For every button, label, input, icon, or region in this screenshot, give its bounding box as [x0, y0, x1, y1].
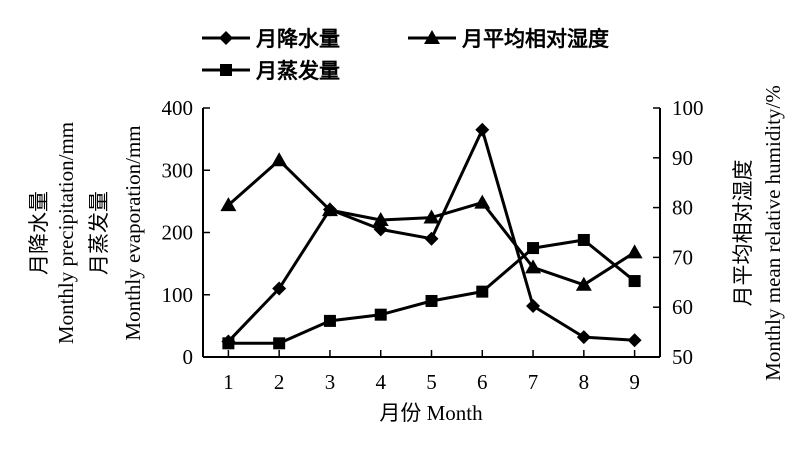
triangle-point	[271, 152, 288, 167]
right-axis-title-line-1: 月平均相对湿度	[731, 160, 755, 307]
square-point	[222, 337, 235, 350]
left-axis-ticks: 0 100 200 300 400	[162, 96, 210, 369]
right-axis-ticks: 50 60 70 80 90 100	[653, 96, 704, 369]
square-point	[425, 294, 438, 307]
triangle-point	[321, 202, 338, 217]
square-point	[527, 242, 540, 255]
legend-label-precipitation: 月降水量	[255, 27, 340, 51]
left-tick-label: 400	[162, 96, 194, 120]
x-tick-label: 5	[426, 370, 437, 394]
legend-label-humidity: 月平均相对湿度	[461, 27, 609, 51]
diamond-point	[424, 231, 439, 246]
triangle-point	[474, 194, 491, 209]
legend-square-marker	[220, 64, 232, 76]
triangle-point	[575, 276, 592, 291]
left-axis-title-line-1: 月降水量	[27, 191, 51, 275]
square-point	[374, 308, 387, 321]
square-point	[323, 314, 336, 327]
x-tick-label: 1	[223, 370, 234, 394]
left-axis-title-line-3: 月蒸发量	[87, 191, 111, 275]
left-tick-label: 100	[162, 283, 194, 307]
x-tick-label: 9	[629, 370, 640, 394]
triangle-point	[525, 259, 542, 274]
legend: 月降水量 月平均相对湿度 月蒸发量	[202, 27, 609, 83]
x-tick-label: 8	[579, 370, 590, 394]
right-axis-title: 月平均相对湿度 Monthly mean relative humidity/%	[731, 85, 785, 381]
triangle-point	[626, 244, 643, 259]
x-axis-ticks: 1 2 3 4 5 6 7 8 9	[223, 350, 640, 394]
square-point	[273, 337, 286, 350]
diamond-point	[475, 122, 490, 137]
x-tick-label: 3	[325, 370, 336, 394]
right-axis-title-line-2: Monthly mean relative humidity/%	[761, 85, 785, 381]
right-tick-label: 70	[672, 245, 693, 269]
right-tick-label: 50	[672, 345, 693, 369]
x-tick-label: 4	[375, 370, 386, 394]
left-axis-title-line-2: Monthly precipitation/mm	[54, 122, 78, 344]
left-tick-label: 200	[162, 221, 194, 245]
legend-label-evaporation: 月蒸发量	[255, 59, 340, 83]
legend-triangle-marker	[424, 30, 440, 44]
diamond-point	[627, 333, 642, 348]
right-tick-label: 60	[672, 295, 693, 319]
square-point	[628, 275, 641, 288]
legend-item-precipitation: 月降水量	[202, 27, 340, 51]
right-tick-label: 80	[672, 196, 693, 220]
left-axis-title-line-4: Monthly evaporation/mm	[121, 125, 145, 340]
diamond-point	[576, 330, 591, 345]
x-axis-title: 月份 Month	[379, 401, 483, 425]
legend-diamond-marker	[219, 31, 233, 45]
legend-item-evaporation: 月蒸发量	[202, 59, 340, 83]
left-axis-title: 月降水量 Monthly precipitation/mm 月蒸发量 Month…	[27, 122, 145, 344]
legend-item-humidity: 月平均相对湿度	[408, 27, 609, 51]
square-point	[577, 233, 590, 246]
x-tick-label: 2	[274, 370, 285, 394]
right-tick-label: 90	[672, 146, 693, 170]
left-tick-label: 0	[183, 345, 194, 369]
square-point	[476, 285, 489, 298]
triangle-point	[372, 212, 389, 227]
diamond-point	[272, 281, 287, 296]
left-tick-label: 300	[162, 158, 194, 182]
triangle-point	[220, 197, 237, 212]
x-tick-label: 6	[477, 370, 488, 394]
triangle-point	[423, 209, 440, 224]
series-layer	[220, 122, 643, 350]
series-triangle	[220, 152, 643, 291]
series-square	[222, 233, 641, 350]
right-tick-label: 100	[672, 96, 704, 120]
x-tick-label: 7	[528, 370, 539, 394]
diamond-point	[526, 298, 541, 313]
series-line-square	[228, 238, 636, 345]
